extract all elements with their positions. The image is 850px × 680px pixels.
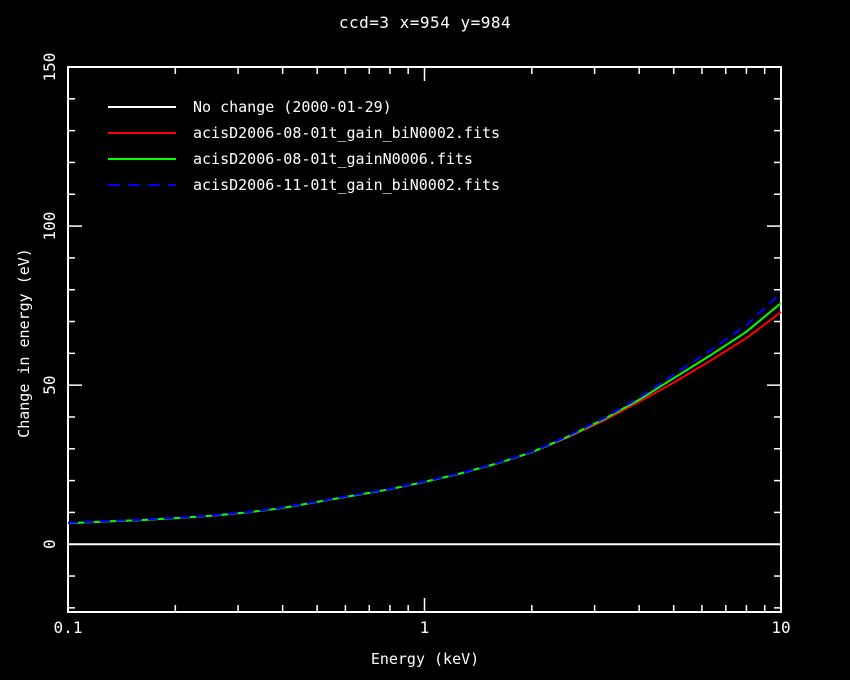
x-tick-label: 1 (420, 618, 430, 637)
legend-line-sample-red (108, 132, 176, 134)
legend-label: acisD2006-08-01t_gain_biN0002.fits (193, 124, 501, 142)
x-tick-label: 10 (771, 618, 790, 637)
y-tick-label: 0 (40, 539, 59, 549)
y-axis-label: Change in energy (eV) (15, 248, 33, 438)
y-tick-label: 100 (40, 212, 59, 241)
y-tick-label: 150 (40, 53, 59, 82)
legend-label: No change (2000-01-29) (193, 98, 392, 116)
plot-title: ccd=3 x=954 y=984 (338, 13, 512, 32)
series-line-2 (67, 302, 782, 525)
legend-line-sample-green (108, 158, 176, 160)
x-axis-label: Energy (keV) (370, 650, 480, 668)
legend-label: acisD2006-11-01t_gain_biN0002.fits (193, 176, 501, 194)
y-tick-label: 50 (40, 376, 59, 395)
legend-line-sample-blue (108, 184, 176, 186)
legend-row: No change (2000-01-29) (108, 94, 500, 120)
legend-label: acisD2006-08-01t_gainN0006.fits (193, 150, 473, 168)
x-tick-label: 0.1 (54, 618, 83, 637)
legend-row: acisD2006-11-01t_gain_biN0002.fits (108, 172, 500, 198)
legend: No change (2000-01-29) acisD2006-08-01t_… (108, 94, 500, 198)
series-line-3 (67, 292, 782, 524)
legend-row: acisD2006-08-01t_gainN0006.fits (108, 146, 500, 172)
series-line-1 (67, 311, 782, 525)
legend-row: acisD2006-08-01t_gain_biN0002.fits (108, 120, 500, 146)
legend-line-sample-white (108, 106, 176, 108)
